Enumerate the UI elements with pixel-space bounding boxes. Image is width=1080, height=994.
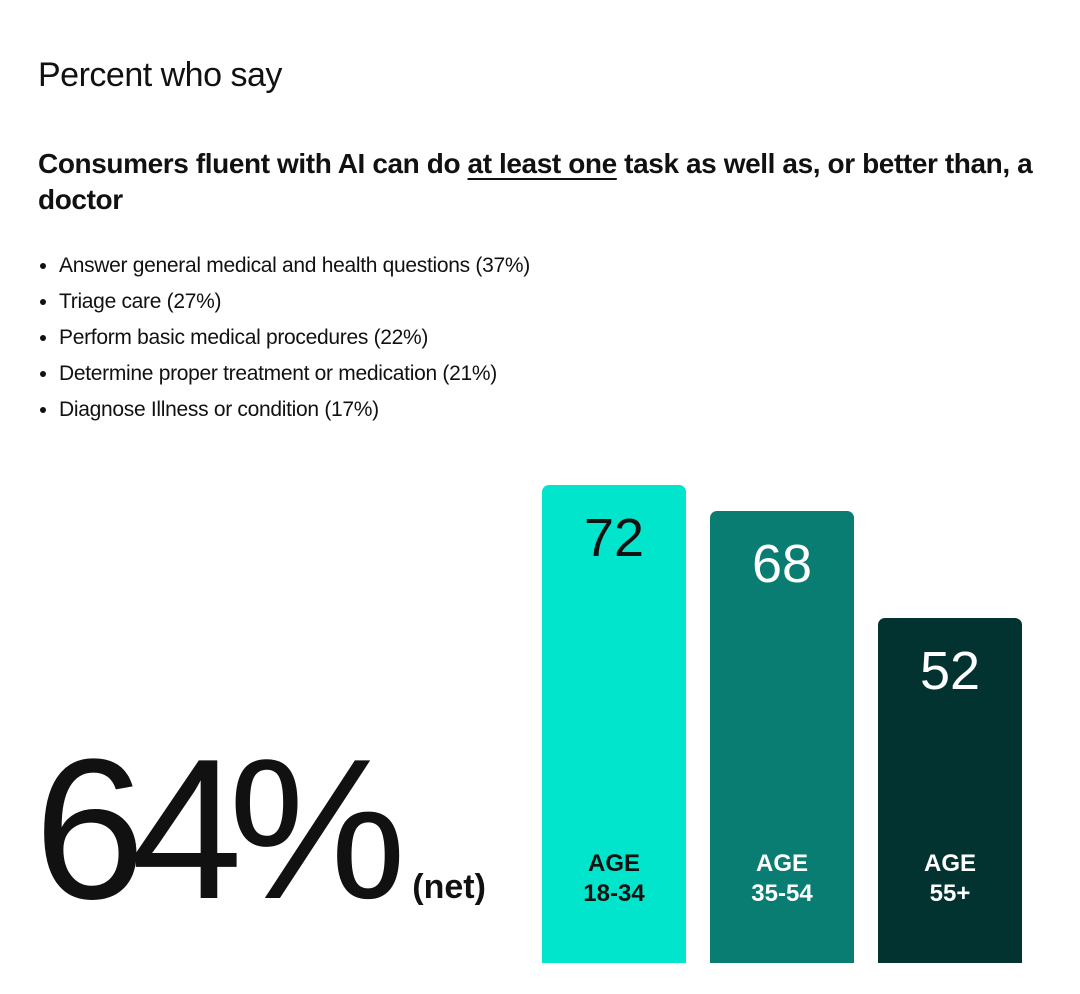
bar: 72 AGE 18-34 — [542, 484, 686, 963]
bullet-list: Answer general medical and health questi… — [38, 248, 530, 428]
category-label: AGE 18-34 — [583, 849, 645, 907]
category-label: AGE 55+ — [923, 849, 976, 907]
stat-value: 64% — [34, 718, 406, 941]
headline: Consumers fluent with AI can do at least… — [38, 146, 1058, 218]
value-label: 52 — [919, 640, 981, 701]
bullet: Answer general medical and health questi… — [59, 248, 530, 284]
stat-label: (net) — [412, 868, 486, 906]
headline-text: Consumers fluent with AI can do — [38, 148, 468, 179]
bar: 52 AGE 55+ — [878, 617, 1022, 963]
value-label: 68 — [751, 534, 813, 595]
headline-emphasis: at least one — [467, 148, 618, 179]
bullet: Diagnose Illness or condition (17%) — [59, 392, 530, 428]
bullet: Triage care (27%) — [59, 284, 530, 320]
value-label: 72 — [583, 507, 645, 568]
page-title: Percent who say — [38, 56, 282, 94]
bar: 68 AGE 35-54 — [710, 511, 854, 963]
category-label: AGE 35-54 — [751, 849, 813, 907]
headline-text: task as well as, or better than, a docto… — [38, 148, 1033, 215]
bullet: Perform basic medical procedures (22%) — [59, 320, 530, 356]
bullet: Determine proper treatment or medication… — [59, 356, 530, 392]
stat: 64% (net) — [34, 730, 486, 930]
